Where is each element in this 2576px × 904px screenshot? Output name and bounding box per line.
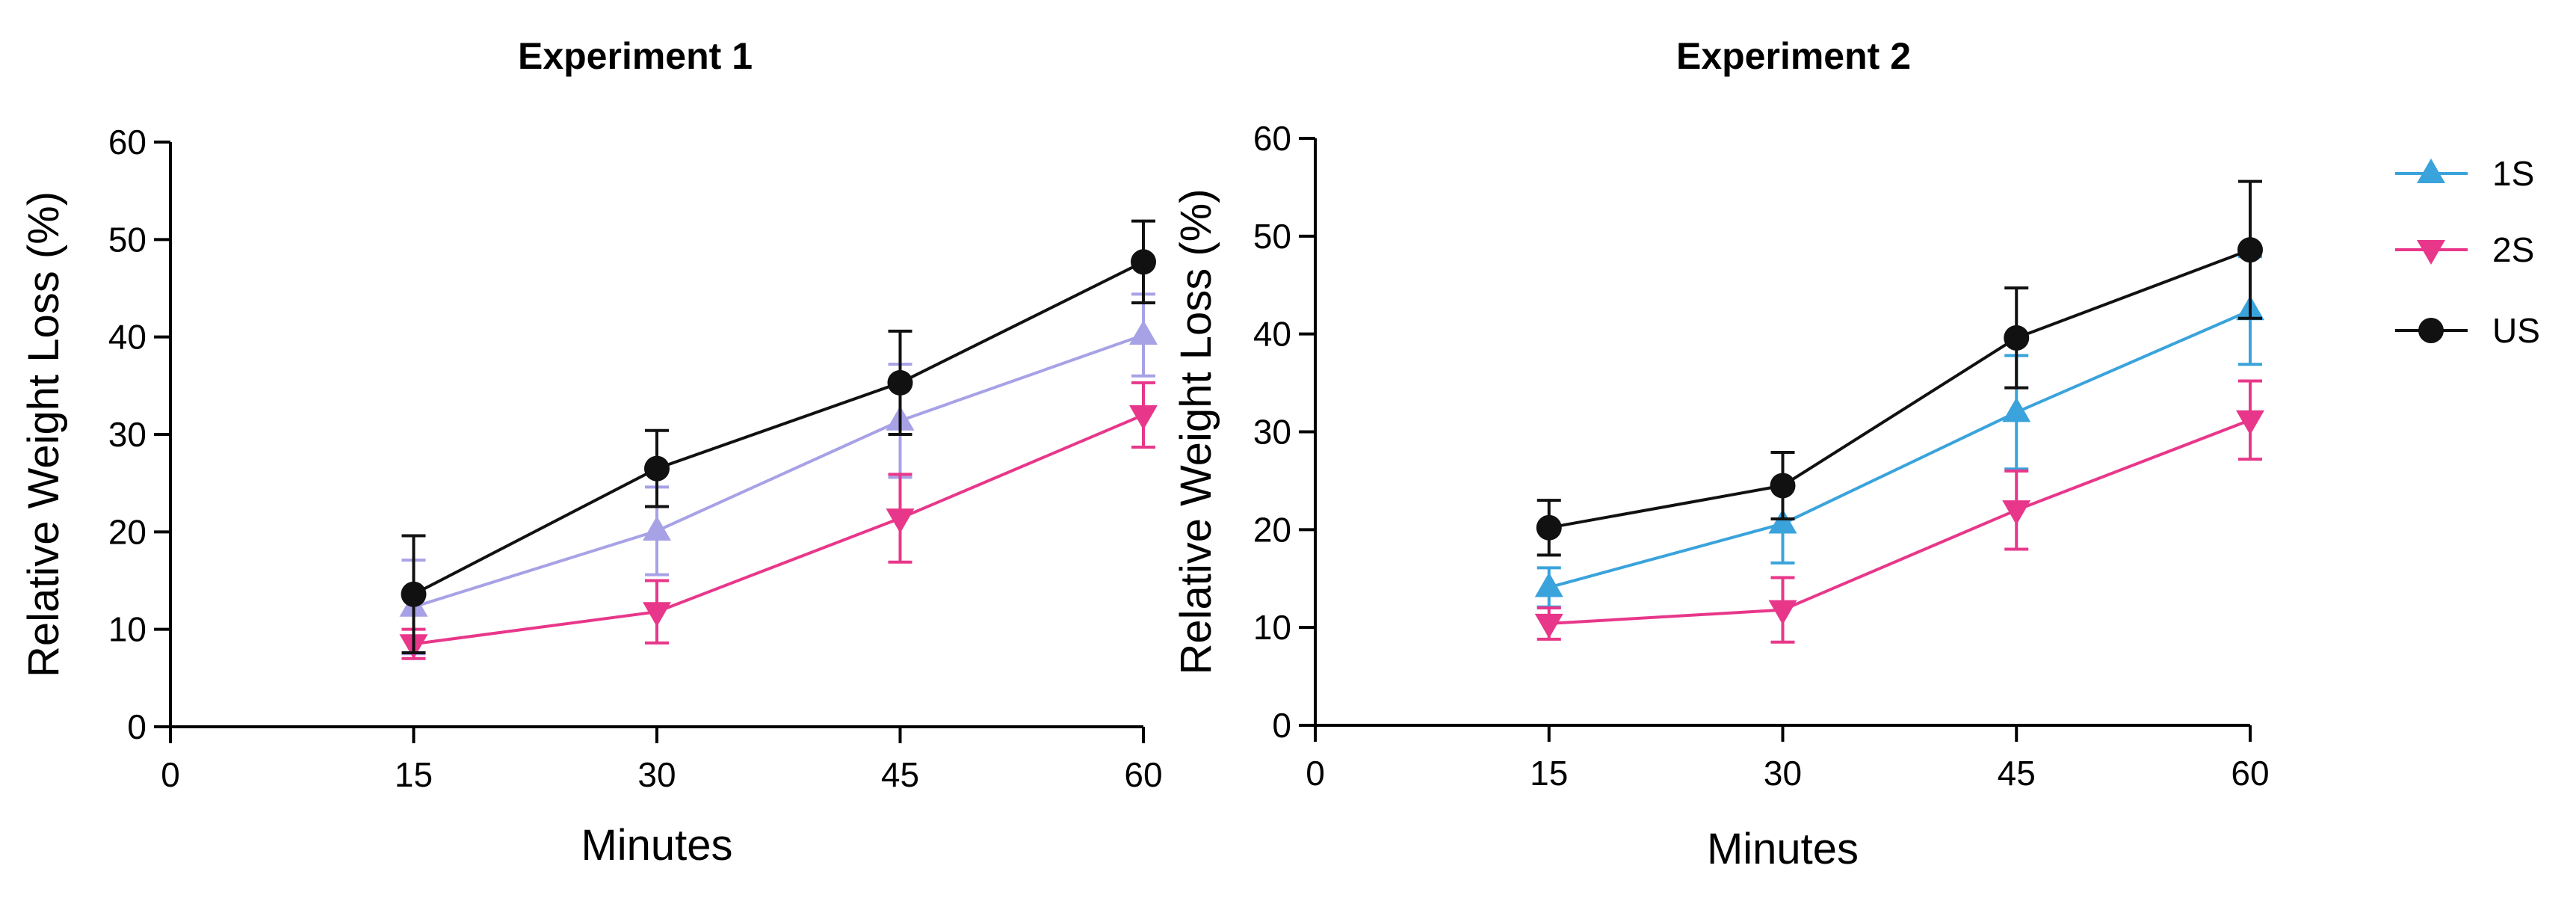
series-1s bbox=[399, 292, 1158, 656]
y-tick-label: 20 bbox=[108, 512, 146, 551]
y-tick-label: 40 bbox=[108, 318, 146, 357]
y-tick-label: 50 bbox=[108, 220, 146, 259]
data-point bbox=[1768, 508, 1797, 534]
data-point bbox=[1534, 613, 1563, 639]
chart-title: Experiment 2 bbox=[1676, 35, 1911, 77]
y-tick-label: 10 bbox=[1253, 608, 1291, 647]
data-point bbox=[886, 508, 915, 534]
y-axis-label: Relative Weight Loss (%) bbox=[19, 191, 68, 677]
x-axis-label: Minutes bbox=[581, 821, 732, 870]
series-line bbox=[1548, 418, 2251, 625]
y-tick-label: 30 bbox=[108, 415, 146, 454]
data-point bbox=[1129, 320, 1158, 345]
data-point bbox=[643, 602, 671, 627]
series-line bbox=[1548, 309, 2251, 589]
series-1s bbox=[1534, 255, 2264, 609]
chart-experiment-1: Experiment 1 0 10 20 30 40 50 60 0 15 30 45 60 Minute… bbox=[19, 35, 1163, 870]
y-axis-label: Relative Weight Loss (%) bbox=[1172, 188, 1220, 674]
chart-title: Experiment 1 bbox=[518, 35, 753, 77]
legend-item-us: US bbox=[2395, 311, 2540, 350]
data-point bbox=[887, 369, 913, 396]
x-axis-label: Minutes bbox=[1707, 825, 1859, 873]
series-line bbox=[1548, 248, 2251, 529]
legend-label: 1S bbox=[2492, 154, 2534, 193]
data-point bbox=[643, 516, 671, 541]
legend-label: US bbox=[2492, 311, 2540, 350]
legend-label: 2S bbox=[2492, 230, 2534, 269]
data-point bbox=[401, 581, 427, 607]
series-us bbox=[401, 219, 1156, 654]
y-tick-label: 20 bbox=[1253, 510, 1291, 549]
x-tick-label: 45 bbox=[1998, 754, 2036, 793]
x-tick-label: 30 bbox=[1764, 754, 1802, 793]
y-tick-label: 30 bbox=[1253, 413, 1291, 452]
data-point bbox=[1129, 405, 1158, 430]
data-point bbox=[1768, 600, 1797, 625]
x-tick-label: 45 bbox=[881, 755, 919, 794]
data-point bbox=[1534, 572, 1563, 597]
legend-marker bbox=[2418, 318, 2444, 343]
series-line bbox=[413, 260, 1144, 596]
series-line bbox=[413, 333, 1144, 609]
y-tick-label: 50 bbox=[1253, 217, 1291, 256]
x-tick-label: 0 bbox=[1306, 754, 1325, 793]
legend-marker bbox=[2417, 240, 2445, 265]
x-tick-label: 15 bbox=[395, 755, 433, 794]
legend-marker bbox=[2417, 159, 2445, 183]
y-tick-label: 10 bbox=[108, 610, 146, 649]
data-point bbox=[2004, 325, 2030, 351]
y-tick-label: 60 bbox=[108, 123, 146, 162]
chart-experiment-2: Experiment 2 0 10 20 30 40 50 60 0 15 30 45 60 Minute… bbox=[1172, 35, 2270, 873]
y-tick-label: 40 bbox=[1253, 315, 1291, 354]
data-point bbox=[1131, 249, 1156, 275]
y-tick-label: 0 bbox=[127, 707, 146, 746]
series-2s bbox=[1534, 379, 2264, 644]
data-point bbox=[2237, 237, 2263, 263]
legend-item-1s: 1S bbox=[2395, 154, 2534, 193]
series-line bbox=[413, 413, 1144, 646]
x-tick-label: 30 bbox=[637, 755, 676, 794]
legend-item-2s: 2S bbox=[2395, 230, 2534, 269]
data-point bbox=[1770, 473, 1796, 499]
x-tick-label: 15 bbox=[1530, 754, 1568, 793]
y-tick-label: 60 bbox=[1253, 119, 1291, 158]
series-us bbox=[1536, 179, 2263, 557]
data-point bbox=[2002, 397, 2031, 422]
x-tick-label: 60 bbox=[1124, 755, 1162, 794]
legend: 1S 2S US bbox=[2395, 154, 2540, 350]
data-point bbox=[2236, 410, 2264, 435]
y-tick-label: 0 bbox=[1272, 706, 1291, 745]
data-point bbox=[644, 455, 670, 482]
data-point bbox=[2002, 500, 2031, 526]
x-tick-label: 60 bbox=[2231, 754, 2269, 793]
x-tick-label: 0 bbox=[161, 755, 180, 794]
data-point bbox=[1536, 514, 1562, 541]
